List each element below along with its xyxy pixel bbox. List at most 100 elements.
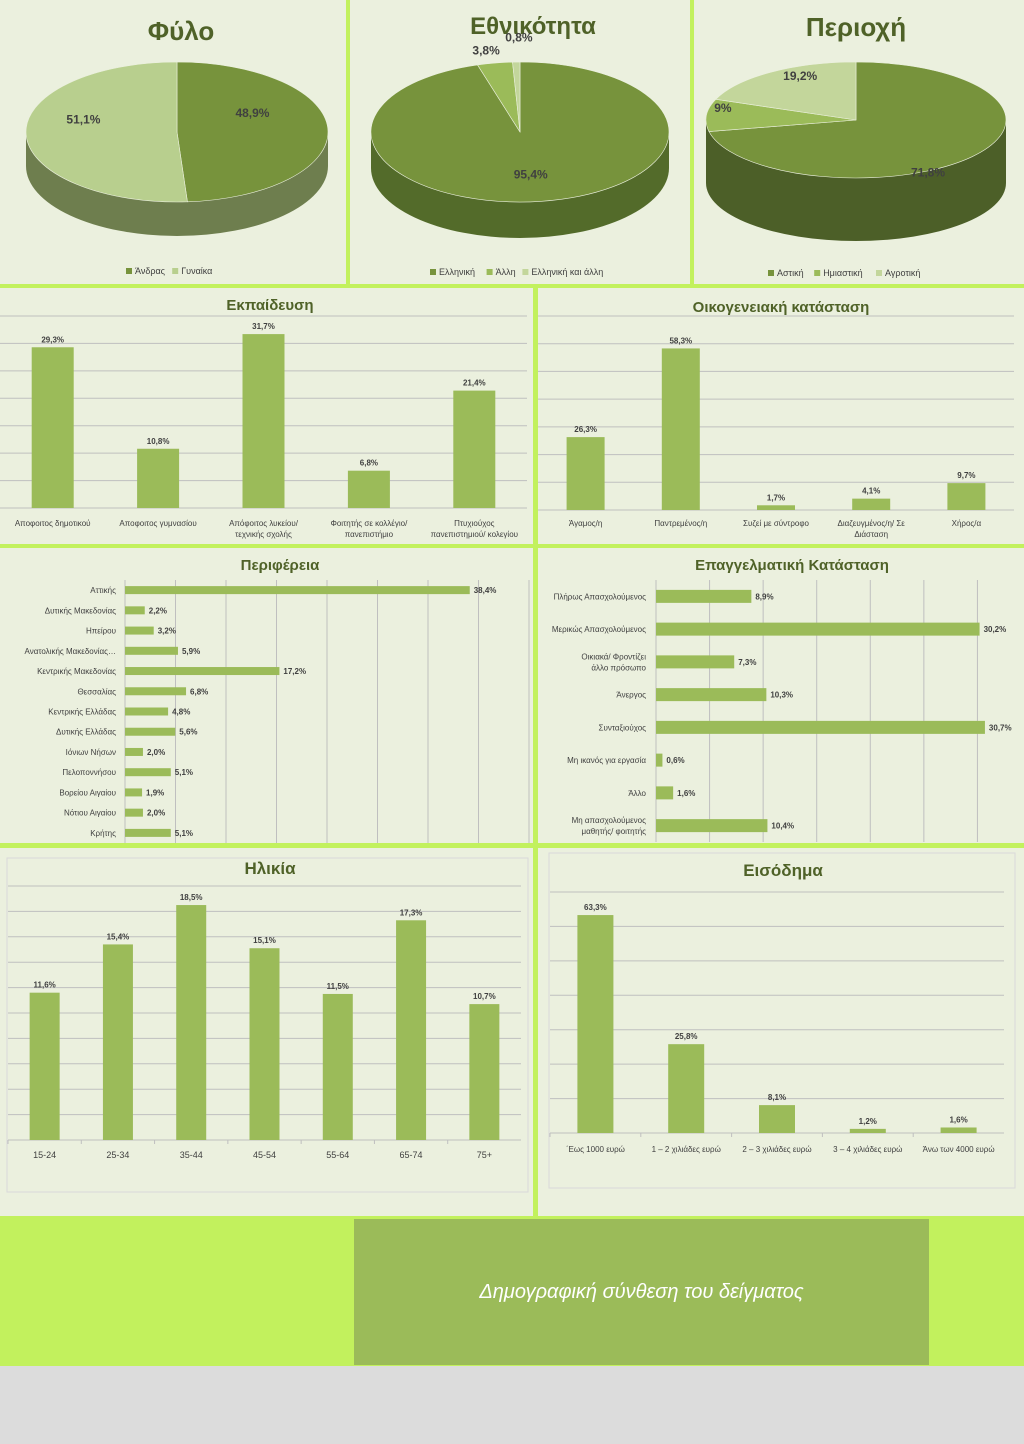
footer-title: Δημογραφική σύνθεση του δείγματος xyxy=(479,1280,804,1303)
education-bar xyxy=(347,470,390,508)
area-legend-label-1: Ημιαστική xyxy=(823,268,863,278)
area-slice-label-1: 9% xyxy=(714,101,732,115)
age-data-label: 15,1% xyxy=(253,936,276,945)
marital-bar xyxy=(757,505,795,510)
education-bar xyxy=(31,347,74,508)
employment-bar xyxy=(656,622,980,636)
gender-slice-0 xyxy=(176,61,329,203)
region-bar xyxy=(125,606,145,615)
region-chart-panel: Περιφέρεια 38,4% Αττικής 2,2% Δυτικής Μακεδο… xyxy=(0,548,533,843)
gender-slice-label-0: 48,9% xyxy=(235,106,269,120)
age-category-label: 35-44 xyxy=(180,1150,203,1160)
age-bar xyxy=(249,948,280,1140)
ethnicity-chart-panel: Εθνικότητα 95,4% 3,8% 0,8% Ελληνική Άλλη Ελλην… xyxy=(350,0,690,284)
income-chart-panel: Εισόδημα 63,3% ΄Εως 1000 ευρώ 25,8% 1 – 2 χι… xyxy=(538,848,1024,1216)
age-category-label: 15-24 xyxy=(33,1150,56,1160)
marital-category-label: Συζεί με σύντροφο xyxy=(743,519,809,528)
education-data-label: 6,8% xyxy=(360,459,378,468)
region-category-label: Θεσσαλίας xyxy=(77,687,116,696)
area-pie-chart: Περιοχή 71,8% 9% 19,2% Αστική Ημιαστική Αγροτι… xyxy=(705,12,1007,278)
employment-category-label: Μη απασχολούμενος μαθητής/ φοιτητής xyxy=(572,816,647,836)
education-bar-chart: Εκπαίδευση 29,3% Αποφοιτος δημοτικού 10,8% Α… xyxy=(0,297,527,539)
area-chart-panel: Περιοχή 71,8% 9% 19,2% Αστική Ημιαστική Αγροτι… xyxy=(694,0,1024,284)
area-pie-side xyxy=(706,120,1006,241)
marital-title: Οικογενειακή κατάσταση xyxy=(693,299,870,316)
age-data-label: 15,4% xyxy=(107,932,130,941)
area-slice-label-0: 71,8% xyxy=(911,166,945,180)
age-category-label: 55-64 xyxy=(326,1150,349,1160)
marital-bar xyxy=(947,483,986,510)
region-category-label: Δυτικής Ελλάδας xyxy=(56,728,116,737)
age-category-label: 25-34 xyxy=(106,1150,129,1160)
marital-bar-chart: Οικογενειακή κατάσταση 26,3% Άγαμος/η 58,3%… xyxy=(538,299,1014,539)
region-bar xyxy=(125,626,154,635)
age-bar xyxy=(176,905,207,1140)
income-data-label: 63,3% xyxy=(584,903,607,912)
marital-data-label: 9,7% xyxy=(957,471,975,480)
region-category-label: Νότιου Αιγαίου xyxy=(64,809,116,818)
education-chart-panel: Εκπαίδευση 29,3% Αποφοιτος δημοτικού 10,8% Α… xyxy=(0,288,533,544)
region-data-label: 38,4% xyxy=(474,586,497,595)
region-data-label: 5,1% xyxy=(175,768,193,777)
age-category-label: 65-74 xyxy=(400,1150,423,1160)
area-legend-label-0: Αστική xyxy=(777,268,804,278)
education-bar xyxy=(242,334,285,508)
employment-category-label: Πλήρως Απασχολούμενος xyxy=(554,592,647,601)
region-category-label: Πελοποννήσου xyxy=(62,768,116,777)
income-category-label: 3 – 4 χιλιάδες ευρώ xyxy=(833,1145,902,1154)
employment-title: Επαγγελματική Κατάσταση xyxy=(695,557,889,574)
ethnicity-legend-label-2: Ελληνική και άλλη xyxy=(531,267,603,277)
region-data-label: 17,2% xyxy=(283,667,306,676)
income-bar xyxy=(940,1127,977,1133)
education-title: Εκπαίδευση xyxy=(226,297,313,314)
age-bar xyxy=(29,992,60,1140)
gender-slice-1 xyxy=(25,61,188,203)
income-title: Εισόδημα xyxy=(743,861,823,880)
region-category-label: Αττικής xyxy=(90,586,116,595)
income-data-label: 1,6% xyxy=(949,1115,967,1124)
employment-bar xyxy=(656,720,985,734)
ethnicity-title: Εθνικότητα xyxy=(470,13,596,40)
region-category-label: Ιόνιων Νήσων xyxy=(66,748,116,757)
region-data-label: 5,6% xyxy=(179,728,197,737)
area-legend-label-2: Αγροτική xyxy=(885,268,920,278)
employment-bar xyxy=(656,589,752,603)
employment-bar xyxy=(656,688,767,702)
gender-legend-swatch-1 xyxy=(172,268,179,274)
area-slice-1 xyxy=(705,99,857,132)
income-category-label: Άνω των 4000 ευρώ xyxy=(923,1145,995,1154)
education-category-label: Απόφοιτος λυκείου/τεχνικής σχολής xyxy=(229,519,299,539)
income-data-label: 8,1% xyxy=(768,1093,786,1102)
age-category-label: 45-54 xyxy=(253,1150,276,1160)
age-bar xyxy=(102,944,133,1140)
region-data-label: 3,2% xyxy=(158,627,176,636)
age-title: Ηλικία xyxy=(244,859,296,878)
gender-chart-panel: Φύλο 48,9% 51,1% Άνδρας Γυναίκα xyxy=(0,0,346,284)
region-data-label: 2,0% xyxy=(147,748,165,757)
ethnicity-pie-side xyxy=(371,132,669,238)
region-title: Περιφέρεια xyxy=(241,557,320,574)
marital-category-label: Διαζευγμένος/η/ Σε Διάσταση xyxy=(838,519,906,539)
income-bar xyxy=(577,915,614,1133)
employment-data-label: 0,6% xyxy=(666,756,684,765)
employment-data-label: 7,3% xyxy=(738,658,756,667)
region-bar xyxy=(125,687,187,696)
gender-title: Φύλο xyxy=(148,16,215,46)
income-category-label: 1 – 2 χιλιάδες ευρώ xyxy=(652,1145,721,1154)
income-bar xyxy=(759,1105,795,1133)
employment-data-label: 30,2% xyxy=(984,625,1007,634)
marital-chart-panel: Οικογενειακή κατάσταση 26,3% Άγαμος/η 58,3%… xyxy=(538,288,1024,544)
education-category-label: Πτυχιούχος πανεπιστημιού/ κολεγίου xyxy=(431,519,518,539)
income-data-label: 1,2% xyxy=(859,1117,877,1126)
region-bar-chart: Περιφέρεια 38,4% Αττικής 2,2% Δυτικής Μακεδο… xyxy=(25,557,530,843)
employment-category-label: Άνεργος xyxy=(616,691,646,700)
area-legend-swatch-1 xyxy=(814,270,821,276)
region-bar xyxy=(125,667,280,676)
income-bar xyxy=(668,1044,705,1133)
ethnicity-slice-2 xyxy=(512,61,521,133)
marital-bar xyxy=(566,437,605,510)
region-bar xyxy=(125,828,171,837)
gender-legend-label-0: Άνδρας xyxy=(135,266,166,276)
age-data-label: 18,5% xyxy=(180,893,203,902)
income-bar xyxy=(849,1128,886,1133)
